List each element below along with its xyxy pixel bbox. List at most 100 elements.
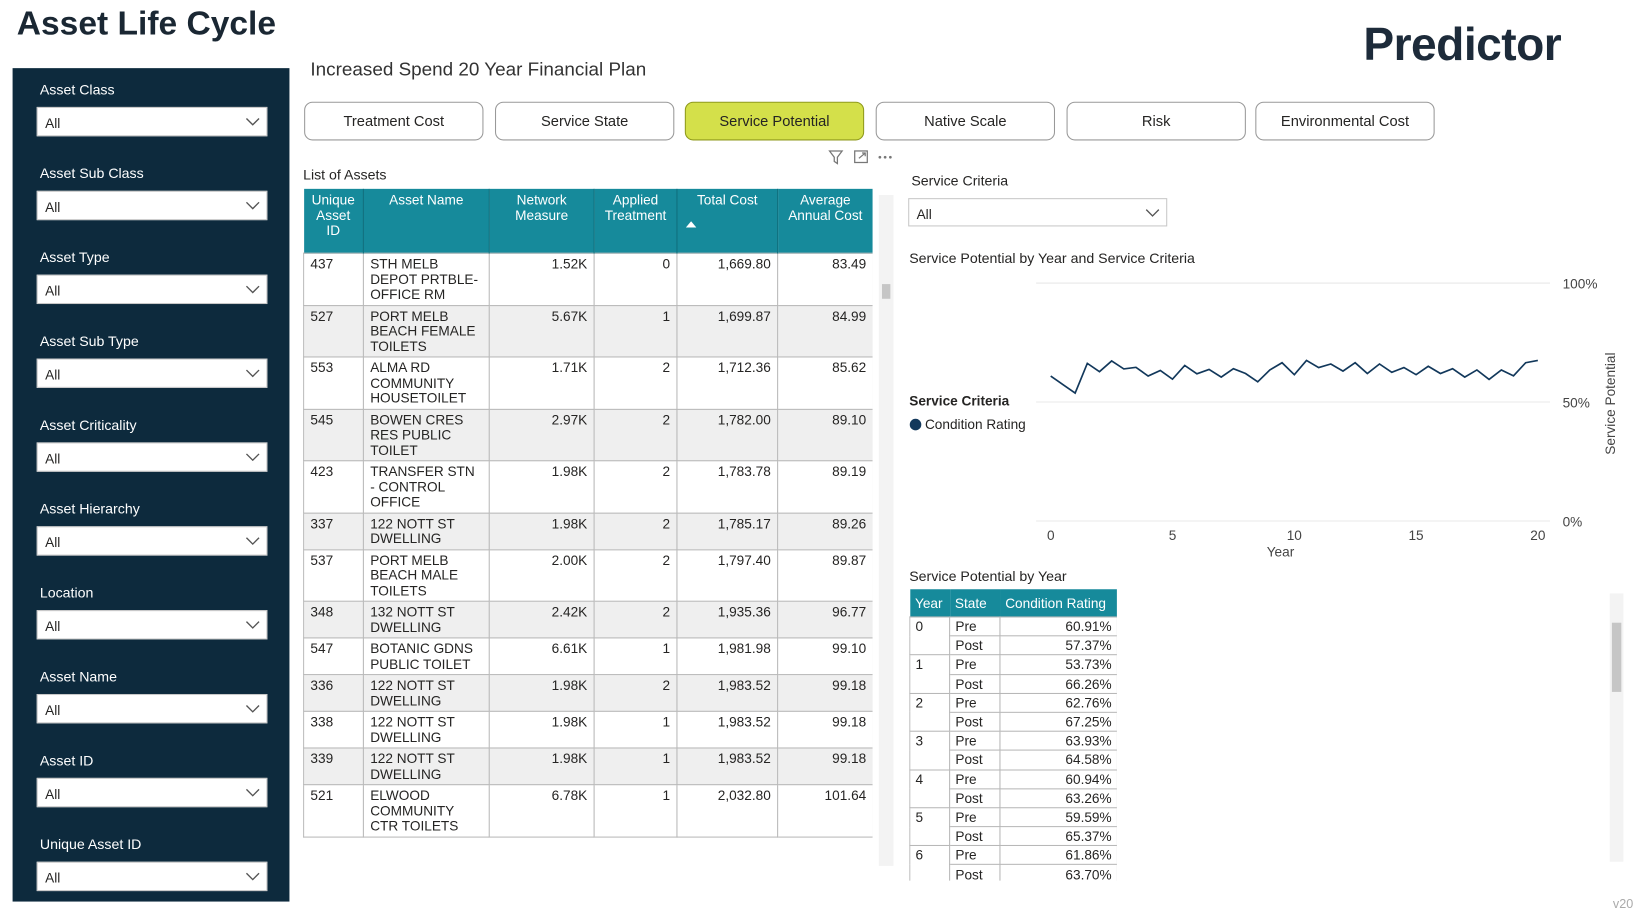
- table-cell: 1,669.80: [676, 252, 779, 306]
- table-cell: 338: [303, 710, 364, 749]
- filter-label: Location: [39, 584, 94, 601]
- filter-label: Asset Class: [39, 81, 115, 98]
- tab-button[interactable]: Service Potential: [684, 101, 865, 141]
- table-cell: Pre: [949, 807, 1001, 828]
- x-tick-label: 15: [1408, 528, 1423, 543]
- table-cell: 1: [593, 784, 678, 838]
- table-row: 4 Pre 60.94%: [909, 768, 1117, 809]
- year-table: Year State Condition Rating 0 Pre 60.91% Post 5…: [909, 589, 1117, 881]
- table-header: Unique Asset ID Asset Name Network Measure…: [303, 188, 873, 254]
- table-cell: 1: [593, 304, 678, 358]
- table-cell: 99.18: [777, 747, 873, 786]
- filter-value: All: [45, 618, 61, 635]
- chart-title: Service Potential by Year and Service Cr…: [909, 250, 1195, 267]
- filter-label: Asset Name: [39, 668, 117, 685]
- table-cell: 547: [303, 637, 364, 676]
- filter-dropdown[interactable]: All: [36, 777, 268, 808]
- table-row: 336 122 NOTT ST DWELLING 1.98K 2 1,983.52 99.…: [303, 674, 873, 712]
- table-cell: 553: [303, 356, 364, 410]
- filter-dropdown[interactable]: All: [36, 442, 268, 472]
- table-cell: 1.52K: [488, 252, 595, 306]
- table-cell: 89.19: [777, 460, 873, 514]
- table-cell: 6.78K: [488, 784, 595, 838]
- table-cell: TRANSFER STN - CONTROL OFFICE: [362, 460, 490, 514]
- scrollbar[interactable]: [878, 194, 894, 866]
- table-row: 423 TRANSFER STN - CONTROL OFFICE 1.98K 2 1,…: [303, 460, 873, 514]
- table-row: 1 Pre 53.73%: [909, 654, 1117, 694]
- scroll-thumb[interactable]: [1611, 622, 1622, 692]
- table: Year State Condition Rating 0 Pre 60.91% Post 5…: [909, 589, 1117, 881]
- y-tick-label: 50%: [1563, 395, 1590, 410]
- table-cell: ELWOOD COMMUNITY CTR TOILETS: [362, 784, 490, 838]
- table-row: 545 BOWEN CRES RES PUBLIC TOILET 2.97K 2 1,7…: [303, 408, 873, 462]
- table-cell: 89.87: [777, 548, 873, 602]
- table-cell: 1,785.17: [676, 512, 779, 550]
- table-cell: STH MELB DEPOT PRTBLE-OFFICE RM: [362, 252, 490, 306]
- tab-button[interactable]: Treatment Cost: [304, 101, 484, 141]
- tab-button[interactable]: Environmental Cost: [1255, 101, 1435, 141]
- filter-panel: Asset Class All Asset Sub Class All Asset Ty…: [12, 68, 290, 902]
- year-cell: 4: [909, 768, 951, 809]
- filter-dropdown[interactable]: All: [36, 526, 268, 556]
- assets-table: Unique Asset ID Asset Name Network Measure…: [303, 188, 873, 881]
- table-cell: 2: [593, 512, 678, 550]
- year-cell: 5: [909, 807, 951, 847]
- filter-label: Asset Sub Class: [39, 165, 144, 182]
- table-cell: 537: [303, 548, 364, 602]
- header-row: Year State Condition Rating: [909, 589, 1117, 617]
- table-row: Post 66.26%: [910, 673, 1117, 694]
- table-cell: Pre: [949, 692, 1001, 713]
- table-title: Service Potential by Year: [909, 568, 1067, 584]
- slicer-value: All: [916, 206, 932, 223]
- table-row: 5 Pre 59.59%: [909, 807, 1117, 847]
- table-cell: 2: [593, 408, 678, 462]
- table-cell: 2,032.80: [676, 784, 779, 838]
- table-cell: 1,699.87: [676, 304, 779, 358]
- table-row: Post 57.37%: [910, 635, 1117, 656]
- table-cell: 2: [593, 548, 678, 602]
- filter-value: All: [45, 534, 61, 551]
- filter-dropdown[interactable]: All: [36, 274, 268, 305]
- table: Unique Asset ID Asset Name Network Measure…: [303, 188, 873, 838]
- table-cell: 1.98K: [488, 674, 595, 712]
- table-cell: 84.99: [777, 304, 873, 358]
- filter-label: Asset Type: [39, 249, 110, 266]
- legend-label: Condition Rating: [925, 417, 1026, 432]
- scrollbar[interactable]: [1609, 593, 1624, 862]
- filter-label: Asset Hierarchy: [39, 501, 140, 517]
- tab-button[interactable]: Risk: [1066, 101, 1246, 141]
- slicer-dropdown[interactable]: All: [908, 198, 1168, 227]
- table-cell: PORT MELB BEACH MALE TOILETS: [362, 548, 490, 602]
- filter-value: All: [45, 115, 61, 132]
- x-tick-label: 0: [1047, 528, 1055, 543]
- y-tick-label: 0%: [1563, 514, 1583, 529]
- table-cell: 60.94%: [999, 768, 1117, 790]
- table-cell: 65.37%: [999, 826, 1117, 847]
- visual-icons[interactable]: [826, 148, 895, 167]
- table-cell: 1,712.36: [676, 356, 779, 410]
- y-tick-label: 100%: [1563, 276, 1598, 291]
- table-row: Post 65.37%: [910, 826, 1117, 847]
- table-row: 3 Pre 63.93%: [909, 730, 1117, 771]
- table-cell: BOTANIC GDNS PUBLIC TOILET: [362, 637, 490, 676]
- scroll-thumb[interactable]: [881, 284, 891, 299]
- filter-dropdown[interactable]: All: [36, 610, 268, 640]
- table-cell: Post: [949, 788, 1001, 809]
- filter-value: All: [45, 702, 61, 719]
- tab-button[interactable]: Native Scale: [875, 101, 1056, 141]
- tab-button[interactable]: Service State: [494, 101, 675, 141]
- table-cell: 99.18: [777, 710, 873, 749]
- filter-dropdown[interactable]: All: [36, 106, 268, 137]
- filter-dropdown[interactable]: All: [36, 861, 268, 892]
- table-cell: 63.70%: [999, 864, 1117, 881]
- filter-dropdown[interactable]: All: [36, 693, 268, 724]
- column-header: Year: [909, 589, 950, 617]
- table-cell: 1,935.36: [676, 600, 779, 639]
- page-title: Asset Life Cycle: [16, 4, 277, 42]
- table-cell: Pre: [949, 768, 1001, 790]
- table-cell: 1,797.40: [676, 548, 779, 602]
- filter-dropdown[interactable]: All: [36, 190, 268, 221]
- filter-dropdown[interactable]: All: [36, 358, 268, 388]
